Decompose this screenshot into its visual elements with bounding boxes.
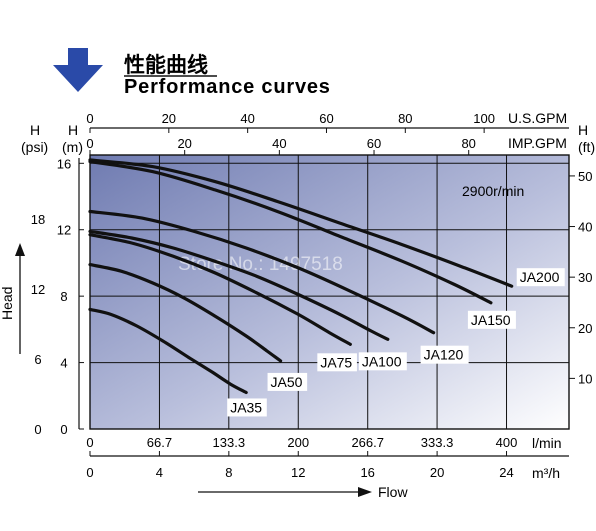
head-label: Head [0, 287, 15, 320]
m3h-unit: m³/h [532, 465, 560, 481]
lmin-tick-label: 266.7 [351, 435, 384, 450]
bottom-axis-ticks: 0 66.7 133.3 200 266.7 333.3 400 0 4 8 12 16 20 24 [86, 435, 517, 480]
lmin-tick-label: 0 [86, 435, 93, 450]
m-tick-label: 16 [57, 156, 71, 171]
impgpm-tick-label: 80 [461, 136, 475, 151]
m3h-tick-label: 16 [360, 465, 374, 480]
impgpm-tick-label: 60 [367, 136, 381, 151]
impgpm-tick-label: 20 [177, 136, 191, 151]
title-english: Performance curves [124, 76, 331, 98]
top-axis-ticks: 0 20 40 60 80 100 0 20 40 60 80 [86, 111, 495, 155]
curve-label-bg [420, 345, 469, 364]
m-tick-label: 0 [60, 422, 67, 437]
m-axis-unit: (m) [62, 139, 83, 155]
impgpm-tick-label: 0 [86, 136, 93, 151]
curve-label-ja75: JA75 [320, 354, 352, 370]
usgpm-label: U.S.GPM [508, 110, 567, 126]
lmin-unit: l/min [532, 435, 562, 451]
curve-label-ja35: JA35 [230, 399, 262, 415]
flow-arrow-icon [358, 487, 372, 497]
lmin-tick-label: 400 [496, 435, 518, 450]
m-axis-label: H [68, 122, 78, 138]
m-tick-label: 8 [60, 289, 67, 304]
left-axis-ticks: 0 4 8 12 16 0 6 12 18 [31, 156, 84, 437]
plot-frame [89, 154, 570, 430]
curve-ja200 [88, 158, 514, 288]
impgpm-tick-label: 40 [272, 136, 286, 151]
curve-label-ja100: JA100 [362, 353, 402, 369]
curve-label-ja50: JA50 [271, 374, 303, 390]
curve-label-bg [267, 372, 308, 391]
ft-tick-label: 30 [578, 270, 592, 285]
lmin-tick-label: 66.7 [147, 435, 172, 450]
psi-tick-label: 6 [34, 352, 41, 367]
curve-ja120 [88, 209, 436, 335]
ft-tick-label: 10 [578, 371, 592, 386]
usgpm-tick-label: 0 [86, 111, 93, 126]
psi-tick-label: 0 [34, 422, 41, 437]
ft-tick-label: 40 [578, 220, 592, 235]
lmin-tick-label: 333.3 [421, 435, 454, 450]
usgpm-tick-label: 100 [473, 111, 495, 126]
usgpm-tick-label: 20 [162, 111, 176, 126]
lmin-tick-label: 133.3 [213, 435, 246, 450]
head-arrow-icon [15, 243, 25, 256]
curve-label-bg [227, 398, 267, 417]
psi-axis-label: H [30, 122, 40, 138]
curve-label-bg [516, 268, 565, 287]
title-chinese: 性能曲线 [124, 53, 208, 77]
m3h-tick-label: 0 [86, 465, 93, 480]
m3h-tick-label: 4 [156, 465, 163, 480]
impgpm-label: IMP.GPM [508, 135, 567, 151]
ft-tick-label: 20 [578, 321, 592, 336]
lmin-tick-label: 200 [287, 435, 309, 450]
psi-tick-label: 12 [31, 282, 45, 297]
m3h-tick-label: 20 [430, 465, 444, 480]
usgpm-tick-label: 60 [319, 111, 333, 126]
pump-curve-labels: JA35 JA50 JA75 JA100 JA120 JA150 JA200 [227, 268, 565, 417]
curve-label-ja150: JA150 [471, 312, 511, 328]
usgpm-tick-label: 40 [240, 111, 254, 126]
flow-label: Flow [378, 484, 408, 500]
m-tick-label: 4 [60, 356, 67, 371]
ft-tick-label: 50 [578, 169, 592, 184]
psi-axis-unit: (psi) [21, 139, 48, 155]
curve-ja35 [88, 307, 248, 395]
curve-label-bg [467, 310, 516, 329]
m-tick-label: 12 [57, 223, 71, 238]
curve-label-ja200: JA200 [520, 269, 560, 285]
m3h-tick-label: 12 [291, 465, 305, 480]
right-axis-ticks: 10 20 30 40 50 [569, 169, 592, 386]
curve-label-ja120: JA120 [424, 347, 464, 363]
curve-label-bg [358, 352, 407, 371]
rpm-note: 2900r/min [462, 183, 524, 199]
psi-tick-label: 18 [31, 212, 45, 227]
usgpm-tick-label: 80 [398, 111, 412, 126]
grid-lines [90, 155, 569, 429]
down-arrow-icon [53, 48, 103, 92]
curve-ja75 [88, 233, 352, 346]
m3h-tick-label: 8 [225, 465, 232, 480]
curve-ja150 [88, 160, 493, 305]
curve-label-bg [317, 353, 357, 372]
ft-axis-unit: (ft) [578, 139, 595, 155]
m3h-tick-label: 24 [499, 465, 513, 480]
pump-curves [88, 158, 514, 395]
curve-ja100 [88, 229, 390, 341]
curve-ja50 [88, 263, 283, 363]
ft-axis-label: H [578, 122, 588, 138]
